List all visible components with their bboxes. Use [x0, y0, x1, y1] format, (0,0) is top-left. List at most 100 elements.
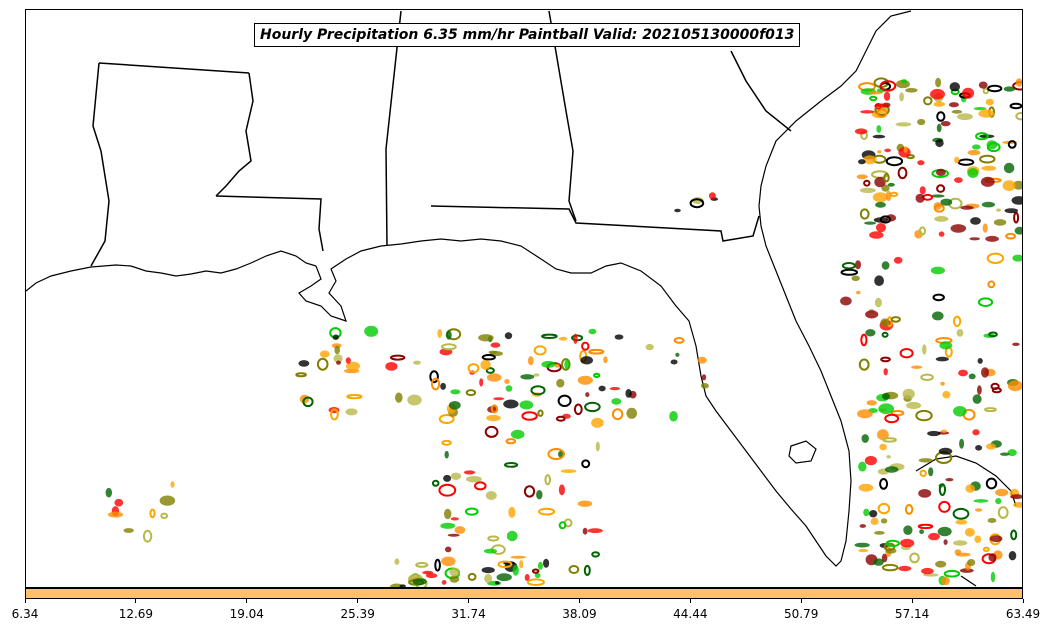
precip-paintball: [931, 194, 945, 198]
precip-paintball: [935, 77, 942, 88]
precip-paintball: [558, 484, 566, 496]
precip-paintball: [943, 569, 961, 578]
precip-paintball: [583, 564, 591, 576]
precip-paintball: [982, 546, 990, 553]
precip-paintball: [940, 198, 953, 206]
precip-paintball: [708, 192, 716, 200]
coastline-texas-louisiana: [26, 250, 317, 292]
precip-paintball: [986, 252, 1005, 264]
precip-paintball: [919, 529, 924, 535]
precip-paintball: [504, 379, 510, 384]
precip-paintball: [978, 81, 988, 89]
precip-paintball: [316, 357, 329, 371]
precip-paintball: [490, 342, 501, 348]
precip-paintball: [840, 268, 859, 276]
precip-paintball: [524, 574, 530, 581]
precip-paintball: [614, 334, 624, 340]
precip-paintball: [510, 429, 525, 439]
precip-paintball: [877, 429, 889, 441]
precip-paintball: [541, 333, 558, 339]
precip-paintball: [873, 217, 888, 223]
precip-paintball: [508, 506, 516, 518]
precip-paintball: [564, 359, 570, 370]
precip-paintball: [503, 399, 519, 409]
precip-paintball: [988, 331, 998, 338]
precip-paintball: [851, 275, 860, 282]
precip-paintball: [993, 219, 1007, 226]
precip-paintball: [584, 401, 601, 413]
colorbar-tick-label: 50.79: [784, 607, 819, 621]
precip-paintball: [595, 441, 600, 452]
colorbar-tick-label: 6.34: [11, 607, 39, 621]
precip-paintball: [474, 481, 487, 491]
precip-paintball: [541, 360, 556, 368]
precip-paintball: [927, 430, 941, 437]
precip-paintball: [480, 359, 491, 370]
precip-paintball: [865, 329, 876, 337]
precip-paintball: [543, 558, 550, 568]
precip-paintball: [1015, 78, 1022, 87]
precip-paintball: [886, 455, 891, 459]
precip-paintball: [123, 528, 134, 533]
precip-paintball: [298, 360, 310, 367]
precip-paintball: [673, 337, 685, 344]
precip-paintball: [989, 535, 1003, 543]
precip-paintball: [936, 168, 946, 176]
colorbar-tick-label: 44.44: [673, 607, 708, 621]
precip-paintball: [915, 193, 925, 203]
precip-paintball: [448, 401, 461, 410]
precip-paintball: [319, 350, 330, 358]
precip-paintball: [1007, 380, 1022, 392]
precip-paintball: [953, 540, 968, 546]
colorbar-tick-label: 63.49: [1005, 607, 1041, 621]
precip-paintball: [302, 396, 314, 408]
precip-paintball: [598, 385, 606, 392]
precip-paintball: [587, 528, 603, 534]
precip-paintball: [450, 517, 459, 521]
precip-paintball: [965, 484, 975, 493]
precip-paintball: [345, 357, 351, 364]
precip-paintball: [972, 394, 982, 404]
precip-paintball: [585, 392, 590, 398]
precip-paintball: [481, 567, 495, 574]
precip-paintball: [874, 176, 886, 188]
precip-paintball: [883, 173, 890, 183]
precip-paintball: [467, 572, 477, 581]
precip-paintball: [902, 388, 915, 400]
precip-paintball: [490, 404, 498, 414]
precip-paintball: [949, 82, 960, 92]
precip-paintball: [159, 495, 176, 506]
precip-paintball: [611, 408, 624, 421]
precip-paintball: [877, 150, 882, 154]
precip-paintball: [967, 559, 976, 566]
precip-paintball: [537, 561, 543, 570]
coastline-gulf-coast: [380, 10, 912, 567]
precip-paintball: [857, 409, 873, 419]
precip-paintball: [556, 415, 566, 422]
precip-paintball: [505, 385, 513, 392]
precip-paintball: [1003, 162, 1015, 174]
precip-paintball: [465, 507, 479, 516]
precip-paintball: [988, 553, 997, 562]
precip-paintball: [105, 487, 113, 498]
precip-paintball: [142, 529, 153, 543]
precip-paintball: [841, 262, 856, 270]
precip-paintball: [149, 508, 156, 519]
precip-paintball: [441, 439, 452, 446]
precip-paintball: [645, 343, 654, 351]
precip-paintball: [497, 560, 513, 569]
precip-paintball: [1009, 102, 1022, 110]
precip-paintball: [967, 168, 979, 178]
precip-paintball: [593, 372, 601, 378]
precip-paintball: [985, 477, 998, 490]
precip-paintball: [872, 134, 886, 139]
precip-paintball: [689, 198, 705, 209]
precip-paintball: [1012, 342, 1020, 346]
precip-paintball: [558, 336, 568, 341]
precip-paintball: [1010, 529, 1018, 541]
precip-paintball: [463, 470, 476, 475]
precip-paintball: [415, 562, 429, 568]
precip-paintball: [919, 186, 926, 195]
precip-paintball: [390, 354, 406, 361]
precip-paintball: [940, 576, 951, 586]
